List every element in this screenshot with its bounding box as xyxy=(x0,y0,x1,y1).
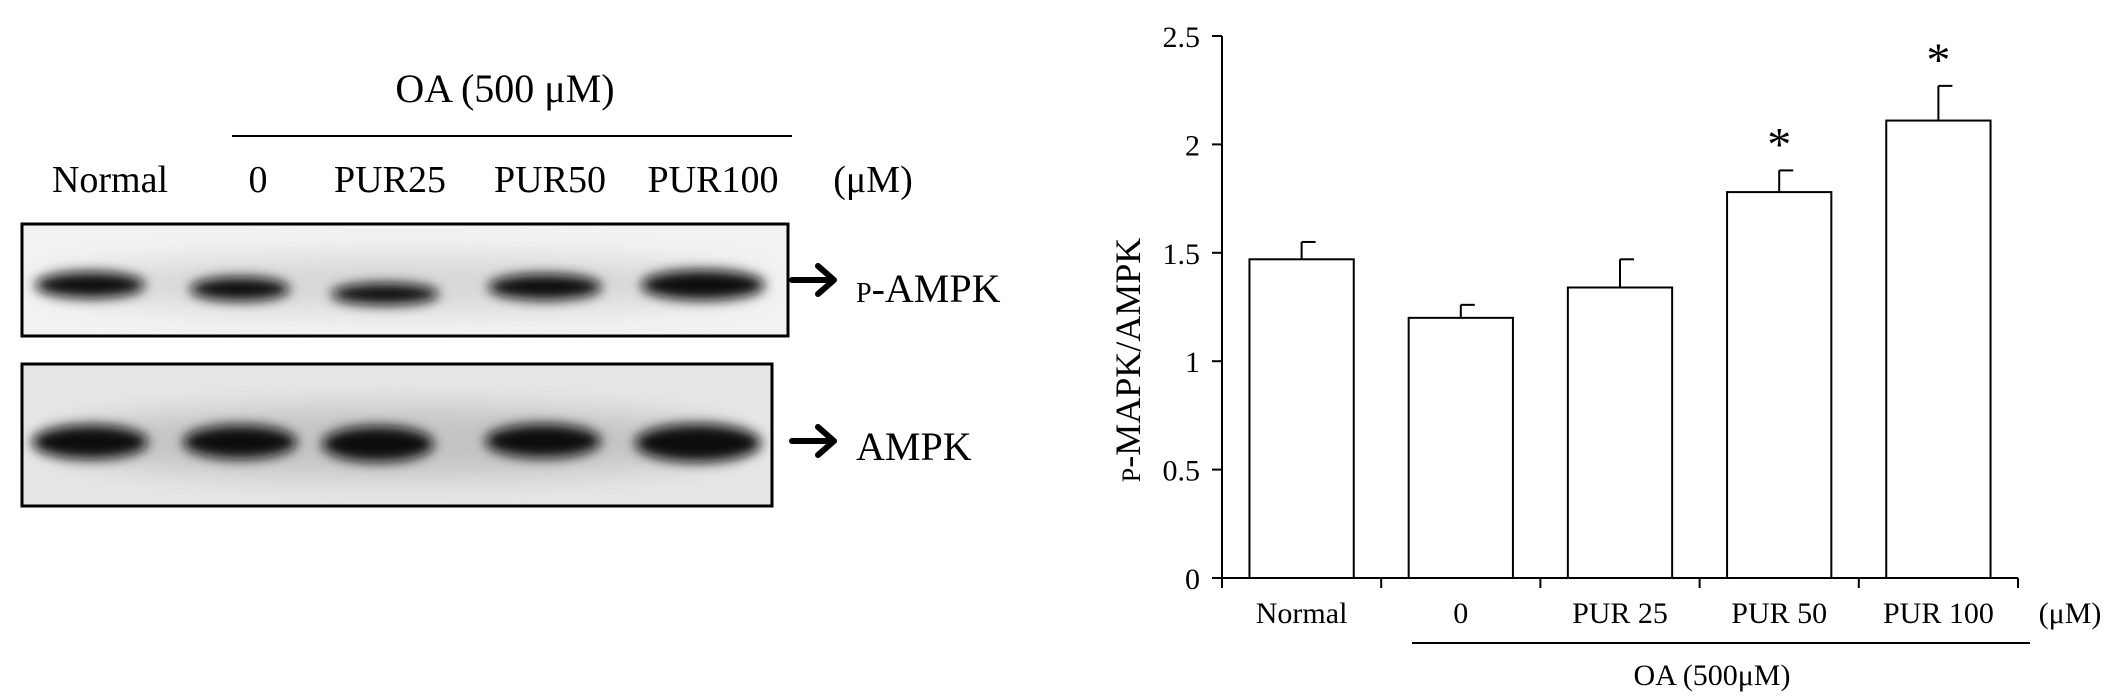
bar xyxy=(1726,191,1833,579)
category-label: Normal xyxy=(1256,597,1348,630)
blot-band xyxy=(190,277,290,301)
blot-band xyxy=(488,274,602,300)
blot-row-label: AMPK xyxy=(856,424,972,469)
y-tick-label: 1 xyxy=(1185,346,1200,379)
category-label: PUR 50 xyxy=(1731,597,1827,630)
blot-band xyxy=(183,425,297,459)
arrow-icon xyxy=(789,424,837,458)
category-labels: Normal 0 PUR 25 PUR 50 PUR 100 xyxy=(1256,597,1994,630)
bar xyxy=(1885,119,1992,579)
blot-lane-label: PUR25 xyxy=(334,159,446,201)
blot-lane-label: 0 xyxy=(249,159,268,201)
x-unit-label: (μM) xyxy=(2039,597,2102,630)
blot-band xyxy=(35,272,145,298)
blot-lane-label: PUR100 xyxy=(648,159,779,201)
category-label: PUR 25 xyxy=(1572,597,1668,630)
significance-marker: * xyxy=(1767,118,1791,171)
blot-bands xyxy=(32,424,761,462)
blot-bands xyxy=(35,270,765,305)
y-tick-label: 0.5 xyxy=(1163,455,1201,488)
y-tick-label: 0 xyxy=(1185,563,1200,596)
blot-band xyxy=(331,283,439,305)
blot-lane-labels: Normal 0 PUR25 PUR50 PUR100 (μM) xyxy=(52,159,913,201)
bar xyxy=(1407,316,1514,579)
blot-unit-label: (μM) xyxy=(833,159,912,201)
blot-lane-label: PUR50 xyxy=(494,159,606,201)
blot-row-ampk: AMPK xyxy=(20,362,972,508)
y-axis-label: P-MAPK/AMPK xyxy=(1108,238,1148,483)
blot-treatment-label: OA (500 μM) xyxy=(395,66,614,111)
y-tick-label: 2 xyxy=(1185,129,1200,162)
blot-band xyxy=(32,425,148,459)
y-tick-label: 1.5 xyxy=(1163,238,1201,271)
arrow-icon xyxy=(789,263,837,297)
blot-band xyxy=(485,424,601,458)
blot-band xyxy=(641,270,765,300)
blot-row-label: P-AMPK xyxy=(856,266,1001,311)
y-tick-label: 2.5 xyxy=(1163,21,1201,54)
blot-row-p-ampk: P-AMPK xyxy=(20,222,1001,338)
bars: ** xyxy=(1248,34,1992,579)
group-label: OA (500μM) xyxy=(1634,659,1791,692)
y-axis: 0 0.5 1 1.5 2 2.5 xyxy=(1163,21,1223,596)
blot-band xyxy=(322,426,434,462)
significance-marker: * xyxy=(1926,34,1950,87)
blot-lane-label: Normal xyxy=(52,159,168,201)
category-label: PUR 100 xyxy=(1883,597,1994,630)
bar xyxy=(1248,258,1355,579)
category-label: 0 xyxy=(1453,597,1468,630)
bar-chart: P-MAPK/AMPK 00.511.522.5 ** Normal 0 PUR 2… xyxy=(1108,21,2101,692)
bar xyxy=(1566,286,1674,579)
western-blot: OA (500 μM) Normal 0 PUR25 PUR50 PUR100 … xyxy=(20,66,1001,508)
x-axis xyxy=(1221,577,2019,588)
blot-band xyxy=(635,424,761,462)
